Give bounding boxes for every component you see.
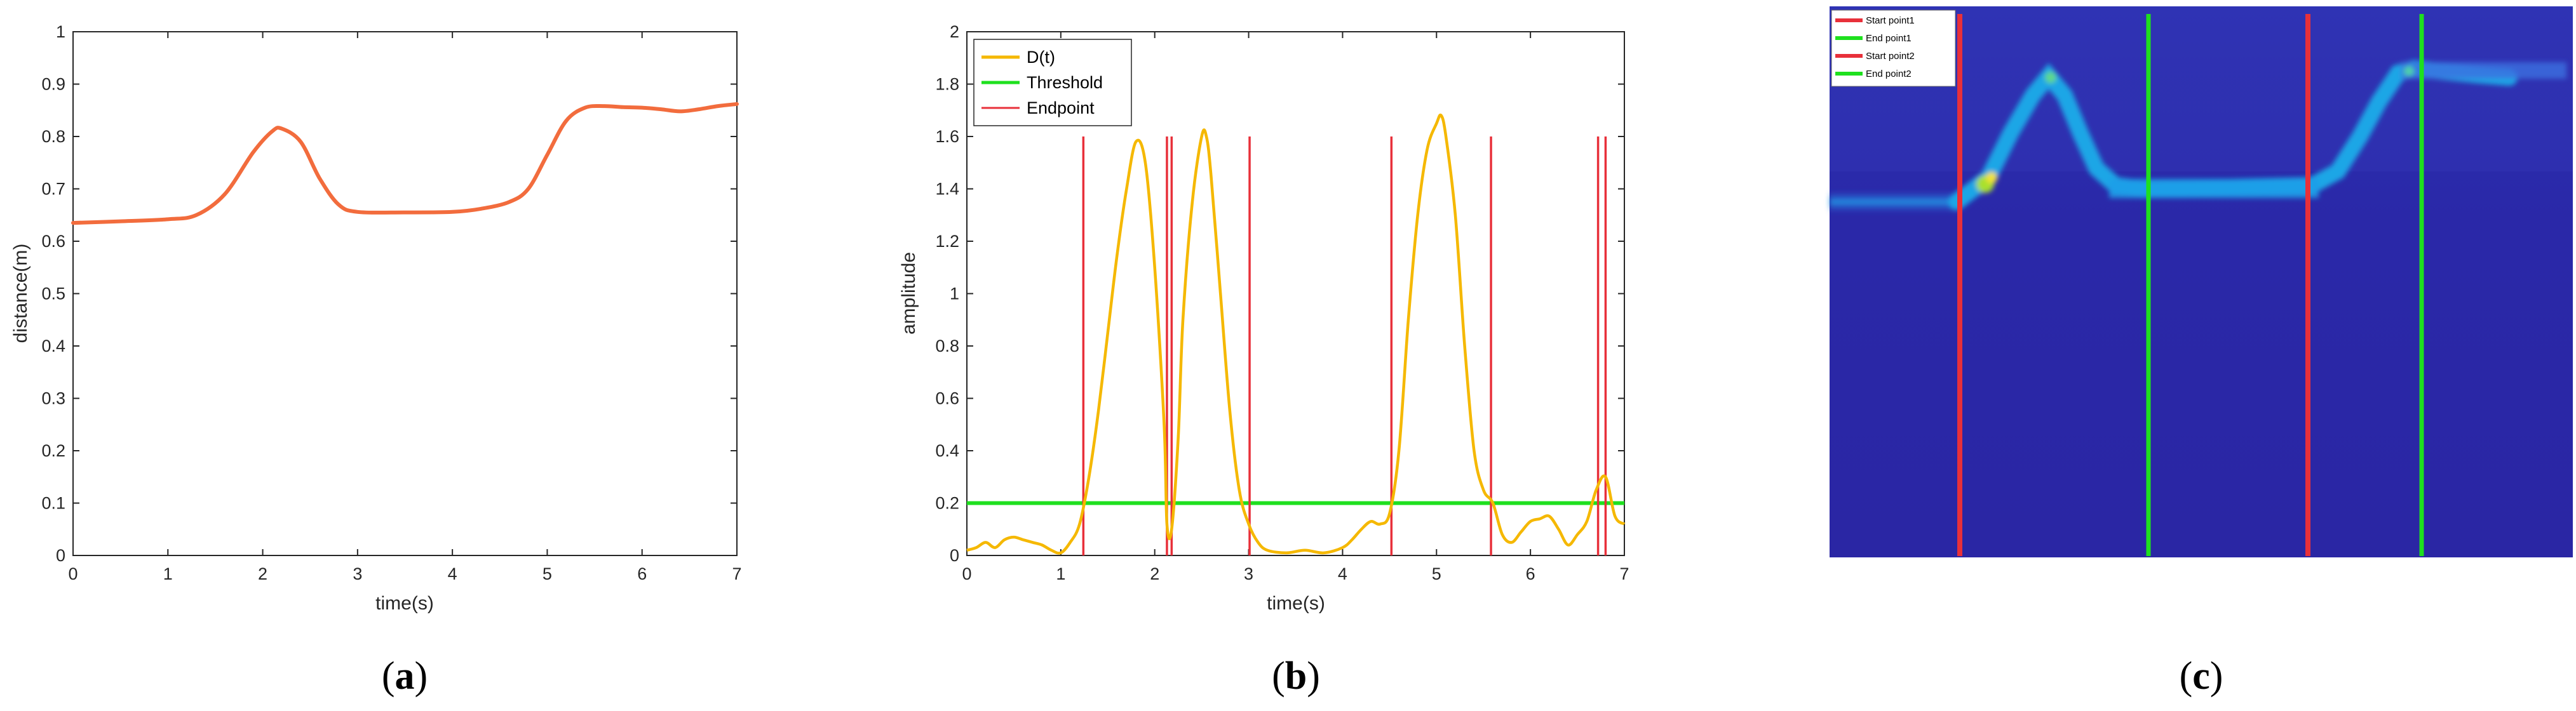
a-ytick-label: 0.1: [41, 494, 65, 513]
b-ytick-label: 0: [950, 546, 959, 565]
b-xtick-label: 3: [1244, 564, 1253, 583]
panel-b: 0 0.2 0.4 0.6 0.8 1 1.2 1.4 1.6 1.8 2 0 1 2 3 4 5 6 7 D(t…: [898, 22, 1629, 698]
panel-a: 0 0.1 0.2 0.3 0.4 0.5 0.6 0.7 0.8 0.9 1 0 1 2 3 4 5 6 7 t…: [10, 22, 742, 698]
b-ytick-label: 1.6: [935, 127, 959, 146]
dt-line: [966, 113, 1626, 555]
a-xtick-label: 5: [543, 564, 552, 583]
b-xtick-label: 5: [1432, 564, 1441, 583]
plot-area-a: [72, 31, 738, 556]
distance-line: [71, 102, 739, 225]
legend-label-endpoint: Endpoint: [1027, 98, 1095, 117]
x-axis-label-b: time(s): [1267, 593, 1325, 614]
caption-a: (a): [382, 655, 428, 698]
b-xtick-label: 0: [962, 564, 971, 583]
b-xtick-label: 6: [1526, 564, 1535, 583]
b-xtick-label: 4: [1338, 564, 1347, 583]
heatmap-image: [1830, 6, 2573, 557]
x-axis-label-a: time(s): [375, 593, 434, 614]
legend-label-start1: Start point1: [1866, 15, 1915, 26]
a-ytick-label: 0.9: [41, 75, 65, 94]
b-ytick-label: 0.2: [935, 494, 959, 513]
b-xtick-label: 7: [1619, 564, 1629, 583]
b-ytick-label: 1: [950, 284, 959, 303]
a-xtick-label: 3: [353, 564, 362, 583]
a-ytick-label: 0.4: [41, 336, 65, 356]
b-ytick-label: 1.4: [935, 180, 959, 199]
y-axis-label-b: amplitude: [898, 252, 919, 335]
a-xtick-label: 6: [637, 564, 647, 583]
a-ytick-label: 0.5: [41, 284, 65, 303]
a-xtick-label: 7: [732, 564, 741, 583]
a-ytick-label: 0.3: [41, 389, 65, 408]
y-axis-label-a: distance(m): [10, 244, 31, 343]
legend-label-threshold: Threshold: [1027, 73, 1103, 92]
a-ytick-label: 0.7: [41, 180, 65, 199]
legend-label-end1: End point1: [1866, 33, 1912, 44]
a-ytick-label: 0.2: [41, 441, 65, 460]
legend-label-start2: Start point2: [1866, 51, 1915, 62]
b-ytick-label: 2: [950, 22, 959, 41]
a-xtick-label: 0: [68, 564, 78, 583]
b-ytick-label: 0.4: [935, 441, 959, 460]
b-xtick-label: 2: [1150, 564, 1159, 583]
a-ytick-label: 0.8: [41, 127, 65, 146]
b-xtick-label: 1: [1056, 564, 1065, 583]
a-xtick-label: 1: [163, 564, 173, 583]
a-ytick-label: 0.6: [41, 232, 65, 251]
a-xtick-label: 2: [258, 564, 267, 583]
caption-c: (c): [2180, 655, 2223, 698]
caption-b: (b): [1272, 655, 1320, 698]
a-xtick-label: 4: [448, 564, 457, 583]
panel-c: Start point1 End point1 Start point2 End…: [1830, 6, 2573, 698]
legend-c: Start point1 End point1 Start point2 End…: [1831, 10, 1956, 87]
a-ytick-label: 1: [56, 22, 65, 41]
b-ytick-label: 1.8: [935, 75, 959, 94]
legend-b: D(t) Threshold Endpoint: [973, 39, 1132, 126]
legend-label-dt: D(t): [1027, 48, 1055, 67]
b-ytick-label: 0.8: [935, 336, 959, 356]
b-ytick-label: 1.2: [935, 232, 959, 251]
b-ytick-label: 0.6: [935, 389, 959, 408]
a-ytick-label: 0: [56, 546, 65, 565]
legend-label-end2: End point2: [1866, 69, 1912, 79]
